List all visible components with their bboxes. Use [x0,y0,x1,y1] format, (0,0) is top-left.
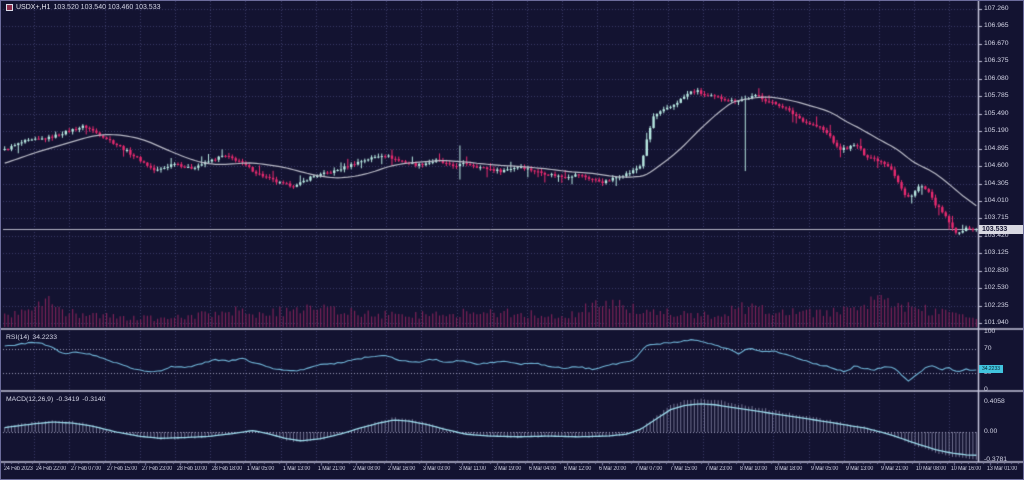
price-tick-label: 103.125 [984,249,1009,256]
current-price-box: 103.533 [979,225,1023,234]
time-tick-label: 8 Mar 10:00 [740,466,768,472]
rsi-scale-label: 70 [984,345,992,352]
price-tick-label: 102.235 [984,302,1009,309]
time-tick-label: 9 Mar 13:00 [846,466,874,472]
time-axis[interactable]: 24 Feb 2023 24 Feb 22:00 27 Feb 07:00 27 Fe… [1,462,1023,479]
chart-symbol-icon [6,4,13,11]
rsi-value: 34.2233 [32,334,57,341]
price-axis[interactable]: 107.260 106.965 106.670 106.375 106.080 105.7… [978,1,1023,463]
time-tick-label: 13 Mar 01:00 [987,466,1018,472]
time-tick-label: 2 Mar 16:00 [388,466,416,472]
rsi-name: RSI(14) [6,334,30,341]
price-tick-label: 106.965 [984,22,1009,29]
time-tick-label: 27 Feb 15:00 [107,466,138,472]
chart-title: USDX+,H1 103.520 103.540 103.460 103.533 [6,4,161,11]
macd-scale-label: 0.4058 [984,398,1005,405]
time-tick-label: 8 Mar 18:00 [775,466,803,472]
price-tick-label: 104.895 [984,145,1009,152]
price-tick-label: 104.010 [984,197,1009,204]
rsi-scale-label: 0 [984,386,988,393]
price-tick-label: 103.420 [984,232,1009,239]
time-tick-label: 9 Mar 05:00 [811,466,839,472]
macd-signal-value: -0.3140 [82,396,106,403]
price-tick-label: 105.190 [984,127,1009,134]
time-tick-label: 1 Mar 05:00 [247,466,275,472]
time-tick-label: 28 Feb 18:00 [212,466,243,472]
time-tick-label: 1 Mar 21:00 [318,466,346,472]
time-tick-label: 7 Mar 15:00 [670,466,698,472]
macd-scale-label: 0.00 [984,428,998,435]
time-tick-label: 24 Feb 2023 [4,466,33,472]
time-tick-label: 3 Mar 19:00 [494,466,522,472]
time-tick-label: 7 Mar 23:00 [705,466,733,472]
ohlc-values: 103.520 103.540 103.460 103.533 [53,4,161,11]
time-tick-label: 6 Mar 12:00 [564,466,592,472]
time-tick-label: 10 Mar 16:00 [951,466,982,472]
rsi-indicator-label: RSI(14) 34.2233 [6,334,60,341]
macd-main-value: -0.3419 [56,396,80,403]
time-tick-label: 24 Feb 22:00 [36,466,67,472]
price-tick-label: 105.490 [984,110,1009,117]
time-tick-label: 3 Mar 11:00 [459,466,486,472]
price-tick-label: 102.530 [984,284,1009,291]
price-tick-label: 103.715 [984,214,1009,221]
time-tick-label: 27 Feb 07:00 [71,466,102,472]
price-tick-label: 104.600 [984,162,1009,169]
time-tick-label: 28 Feb 10:00 [177,466,208,472]
price-tick-label: 107.260 [984,5,1009,12]
rsi-scale-label: 100 [984,328,996,335]
symbol-timeframe-label: USDX+,H1 [16,4,51,11]
rsi-current-value-box: 34.2233 [979,365,1003,373]
price-tick-label: 106.375 [984,57,1009,64]
time-tick-label: 2 Mar 08:00 [353,466,381,472]
macd-indicator-label: MACD(12,26,9) -0.3419 -0.3140 [6,396,108,403]
price-tick-label: 104.305 [984,180,1009,187]
rsi-axis-value: 34.2233 [981,366,1001,372]
macd-scale-label: -0.3781 [984,456,1008,463]
time-tick-label: 9 Mar 21:00 [881,466,909,472]
price-tick-label: 102.830 [984,267,1009,274]
price-tick-label: 105.785 [984,92,1009,99]
time-tick-label: 1 Mar 13:00 [283,466,311,472]
time-tick-label: 10 Mar 08:00 [916,466,947,472]
price-tick-label: 101.940 [984,319,1009,326]
time-tick-label: 6 Mar 04:00 [529,466,557,472]
time-tick-label: 7 Mar 07:00 [635,466,663,472]
time-tick-label: 27 Feb 23:00 [142,466,173,472]
price-tick-label: 106.670 [984,40,1009,47]
price-tick-label: 106.080 [984,75,1009,82]
time-tick-label: 3 Mar 03:00 [423,466,451,472]
macd-name: MACD(12,26,9) [6,396,54,403]
time-tick-label: 6 Mar 20:00 [599,466,627,472]
current-price-value: 103.533 [982,226,1008,233]
